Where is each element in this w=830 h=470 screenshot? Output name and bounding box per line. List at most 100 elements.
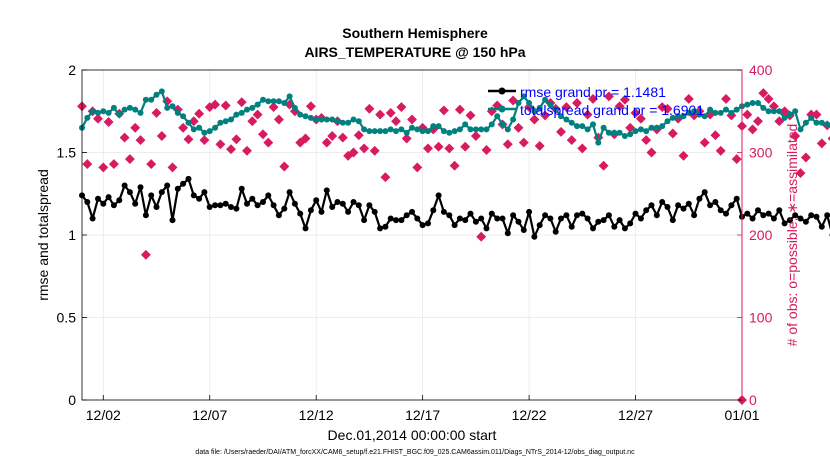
obs-point bbox=[577, 143, 588, 154]
rmse-point bbox=[126, 189, 133, 196]
obs-point bbox=[561, 102, 572, 113]
rmse-point bbox=[446, 212, 453, 219]
totalspread-point bbox=[664, 118, 671, 125]
rmse-point bbox=[174, 185, 181, 192]
obs-point bbox=[359, 143, 370, 154]
totalspread-point bbox=[462, 121, 469, 128]
totalspread-point bbox=[190, 126, 197, 133]
totalspread-point bbox=[393, 128, 399, 135]
totalspread-point bbox=[323, 116, 330, 123]
rmse-point bbox=[196, 195, 203, 202]
obs-point bbox=[369, 145, 380, 156]
y-tick-label: 0 bbox=[68, 392, 76, 408]
obs-point bbox=[380, 172, 391, 183]
totalspread-series bbox=[79, 88, 830, 146]
y-right-tick-label: 100 bbox=[749, 310, 773, 326]
totalspread-point bbox=[153, 91, 160, 98]
rmse-point bbox=[600, 217, 607, 224]
totalspread-point bbox=[467, 126, 474, 133]
rmse-point bbox=[712, 199, 719, 205]
totalspread-point bbox=[206, 128, 213, 135]
totalspread-point bbox=[238, 109, 245, 116]
rmse-point bbox=[707, 202, 714, 209]
rmse-point bbox=[472, 218, 479, 225]
obs-point bbox=[242, 145, 252, 156]
rmse-point bbox=[95, 195, 101, 202]
obs-point bbox=[103, 117, 114, 127]
totalspread-point bbox=[345, 119, 352, 126]
totalspread-point bbox=[100, 108, 107, 115]
rmse-point bbox=[270, 202, 277, 209]
totalspread-point bbox=[260, 96, 266, 103]
obs-point bbox=[215, 139, 226, 150]
rmse-point bbox=[110, 202, 117, 209]
totalspread-point bbox=[520, 93, 527, 100]
totalspread-point bbox=[478, 126, 485, 133]
totalspread-point bbox=[504, 126, 511, 133]
rmse-point bbox=[648, 202, 655, 209]
totalspread-point bbox=[382, 128, 389, 135]
rmse-point bbox=[180, 180, 187, 187]
totalspread-point bbox=[818, 119, 825, 126]
rmse-point bbox=[786, 217, 793, 224]
totalspread-point bbox=[84, 114, 91, 121]
rmse-point bbox=[291, 200, 298, 207]
legend-rmse-label: rmse grand pr = 1.1481 bbox=[520, 84, 666, 100]
legend-spread-marker bbox=[498, 105, 506, 113]
totalspread-point bbox=[643, 128, 650, 135]
rmse-point bbox=[164, 182, 171, 189]
totalspread-point bbox=[813, 119, 820, 126]
rmse-point bbox=[132, 200, 139, 207]
rmse-point bbox=[323, 187, 330, 194]
rmse-point bbox=[542, 212, 549, 219]
totalspread-point bbox=[547, 101, 554, 108]
obs-point bbox=[327, 131, 338, 141]
obs-point bbox=[210, 99, 221, 110]
rmse-point bbox=[297, 210, 304, 217]
obs-point bbox=[396, 102, 407, 113]
totalspread-point bbox=[680, 113, 687, 120]
totalspread-point bbox=[430, 123, 437, 130]
rmse-point bbox=[510, 212, 517, 219]
totalspread-point bbox=[286, 93, 293, 100]
y-axis-label: rmse and totalspread bbox=[35, 169, 51, 301]
rmse-point bbox=[350, 199, 357, 205]
rmse-point bbox=[483, 225, 490, 232]
obs-point bbox=[635, 113, 646, 124]
obs-point bbox=[93, 113, 103, 124]
totalspread-point bbox=[121, 106, 128, 113]
rmse-point bbox=[137, 184, 144, 191]
rmse-point bbox=[574, 212, 580, 219]
obs-point bbox=[795, 168, 806, 179]
rmse-point bbox=[558, 215, 564, 222]
rmse-point bbox=[797, 215, 804, 222]
rmse-point bbox=[494, 215, 501, 222]
rmse-point bbox=[659, 199, 666, 205]
obs-point bbox=[119, 132, 130, 143]
totalspread-point bbox=[717, 109, 724, 116]
rmse-point bbox=[531, 233, 538, 240]
totalspread-point bbox=[254, 101, 261, 108]
totalspread-point bbox=[158, 88, 165, 95]
totalspread-point bbox=[371, 128, 378, 135]
obs-point bbox=[151, 107, 162, 118]
x-tick-label: 12/02 bbox=[86, 407, 121, 423]
rmse-point bbox=[611, 223, 618, 230]
totalspread-point bbox=[425, 128, 431, 135]
obs-point bbox=[226, 144, 236, 155]
obs-point bbox=[721, 93, 731, 104]
rmse-point bbox=[212, 202, 219, 209]
rmse-point bbox=[733, 195, 740, 202]
obs-point bbox=[305, 101, 316, 112]
obs-point bbox=[247, 116, 258, 127]
x-tick-label: 12/12 bbox=[299, 407, 334, 423]
rmse-point bbox=[302, 225, 309, 232]
rmse-point bbox=[387, 215, 394, 222]
totalspread-point bbox=[222, 118, 229, 125]
y-right-tick-label: 300 bbox=[749, 145, 773, 161]
obs-point bbox=[630, 107, 641, 118]
rmse-point bbox=[329, 204, 336, 210]
totalspread-point bbox=[760, 104, 767, 111]
totalspread-point bbox=[350, 116, 357, 123]
totalspread-point bbox=[180, 113, 187, 120]
